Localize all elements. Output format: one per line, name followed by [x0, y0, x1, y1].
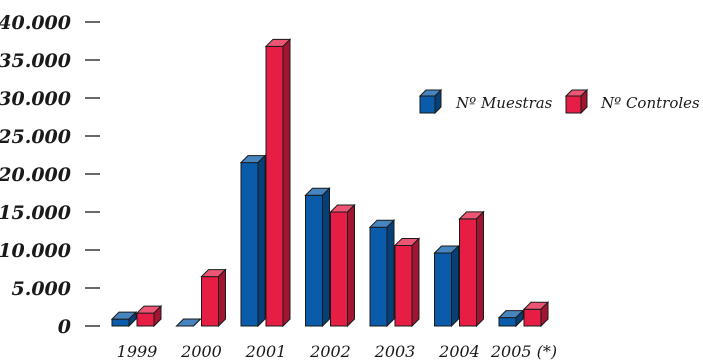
bar-controles-0 [135, 304, 163, 328]
legend-item-controles: Nº Controles [564, 88, 700, 115]
y-tick-label: 25.000 [0, 126, 71, 148]
legend-swatch-controles [564, 88, 589, 115]
bar-controles-0-front [136, 312, 155, 327]
bar-muestras-6-side [515, 309, 524, 328]
bar-controles-1-front [201, 276, 219, 327]
legend-label-controles: Nº Controles [600, 94, 700, 112]
bar-controles-2-side [282, 38, 291, 328]
y-tick-label: 0 [58, 316, 71, 338]
y-tick-label: 15.000 [0, 202, 71, 224]
bar-controles-4-side [411, 237, 420, 328]
bar-controles-0-side [153, 304, 162, 328]
bar-controles-5-side [476, 210, 484, 328]
legend-label-muestras: Nº Muestras [455, 94, 553, 112]
bar-muestras-4 [368, 218, 396, 328]
x-tick-label: 2000 [180, 342, 222, 361]
bar-controles-1-side [218, 268, 226, 328]
bar-muestras-2-front [240, 162, 259, 327]
legend-swatch-front [565, 95, 582, 114]
legend-swatch-front [419, 95, 436, 114]
bar-muestras-3-front [305, 194, 323, 327]
bar-controles-4 [393, 237, 421, 328]
bar-muestras-3-side [322, 187, 330, 328]
bar-controles-6-side [540, 301, 549, 328]
bar-muestras-5-side [451, 244, 459, 328]
y-tick-label: 30.000 [0, 88, 71, 110]
bar-muestras-0 [110, 310, 138, 328]
bars [110, 38, 550, 328]
bar-muestras-2 [239, 154, 267, 328]
x-tick-label: 2002 [309, 342, 351, 361]
y-tick-label: 35.000 [0, 50, 71, 72]
bar-controles-5-front [459, 218, 477, 327]
bar-muestras-5-front [434, 252, 452, 327]
bar-controles-4-front [394, 244, 413, 327]
x-tick-label: 2001 [245, 342, 287, 361]
bar-controles-5 [458, 210, 485, 328]
y-axis: 0 5.000 10.000 15.000 20.000 25.000 30.000 35.0… [0, 12, 100, 338]
legend-swatch-muestras [418, 88, 443, 115]
y-tick-label: 10.000 [0, 240, 71, 262]
legend: Nº Muestras Nº Controles [418, 88, 700, 115]
bar-controles-3 [329, 203, 356, 328]
bar-controles-1 [200, 268, 227, 328]
x-tick-label: 2004 [438, 342, 480, 361]
legend-swatch-side [580, 88, 588, 115]
bar-muestras-2-side [257, 154, 266, 328]
bar-muestras-3 [304, 187, 331, 328]
x-tick-label: 1999 [117, 342, 158, 361]
y-tick-label: 40.000 [0, 12, 71, 34]
bar-muestras-4-front [369, 226, 388, 327]
bar-controles-3-front [330, 211, 348, 327]
bar-controles-3-side [347, 203, 355, 328]
bar-controles-2 [264, 38, 292, 328]
bar-muestras-6-front [498, 317, 517, 327]
bar-controles-6 [522, 301, 550, 328]
bar-muestras-1 [175, 318, 202, 327]
bar-muestras-0-front [111, 318, 130, 327]
bar-controles-6-front [523, 308, 542, 327]
y-tick-label: 5.000 [12, 278, 72, 300]
bar-muestras-4-side [386, 218, 395, 328]
legend-item-muestras: Nº Muestras [418, 88, 553, 115]
bar-muestras-1-side [193, 318, 201, 327]
y-tick-label: 20.000 [0, 164, 71, 186]
bar-controles-2-front [265, 45, 284, 327]
bar-muestras-0-side [128, 310, 137, 328]
x-tick-label: 2003 [374, 342, 416, 361]
bar-muestras-5 [433, 244, 460, 328]
x-tick-label: 2005 (*) [490, 342, 557, 361]
x-axis: 1999 2000 2001 2002 2003 2004 2005 (*) [117, 342, 558, 361]
legend-swatch-side [434, 88, 442, 115]
bar-muestras-6 [497, 309, 525, 328]
